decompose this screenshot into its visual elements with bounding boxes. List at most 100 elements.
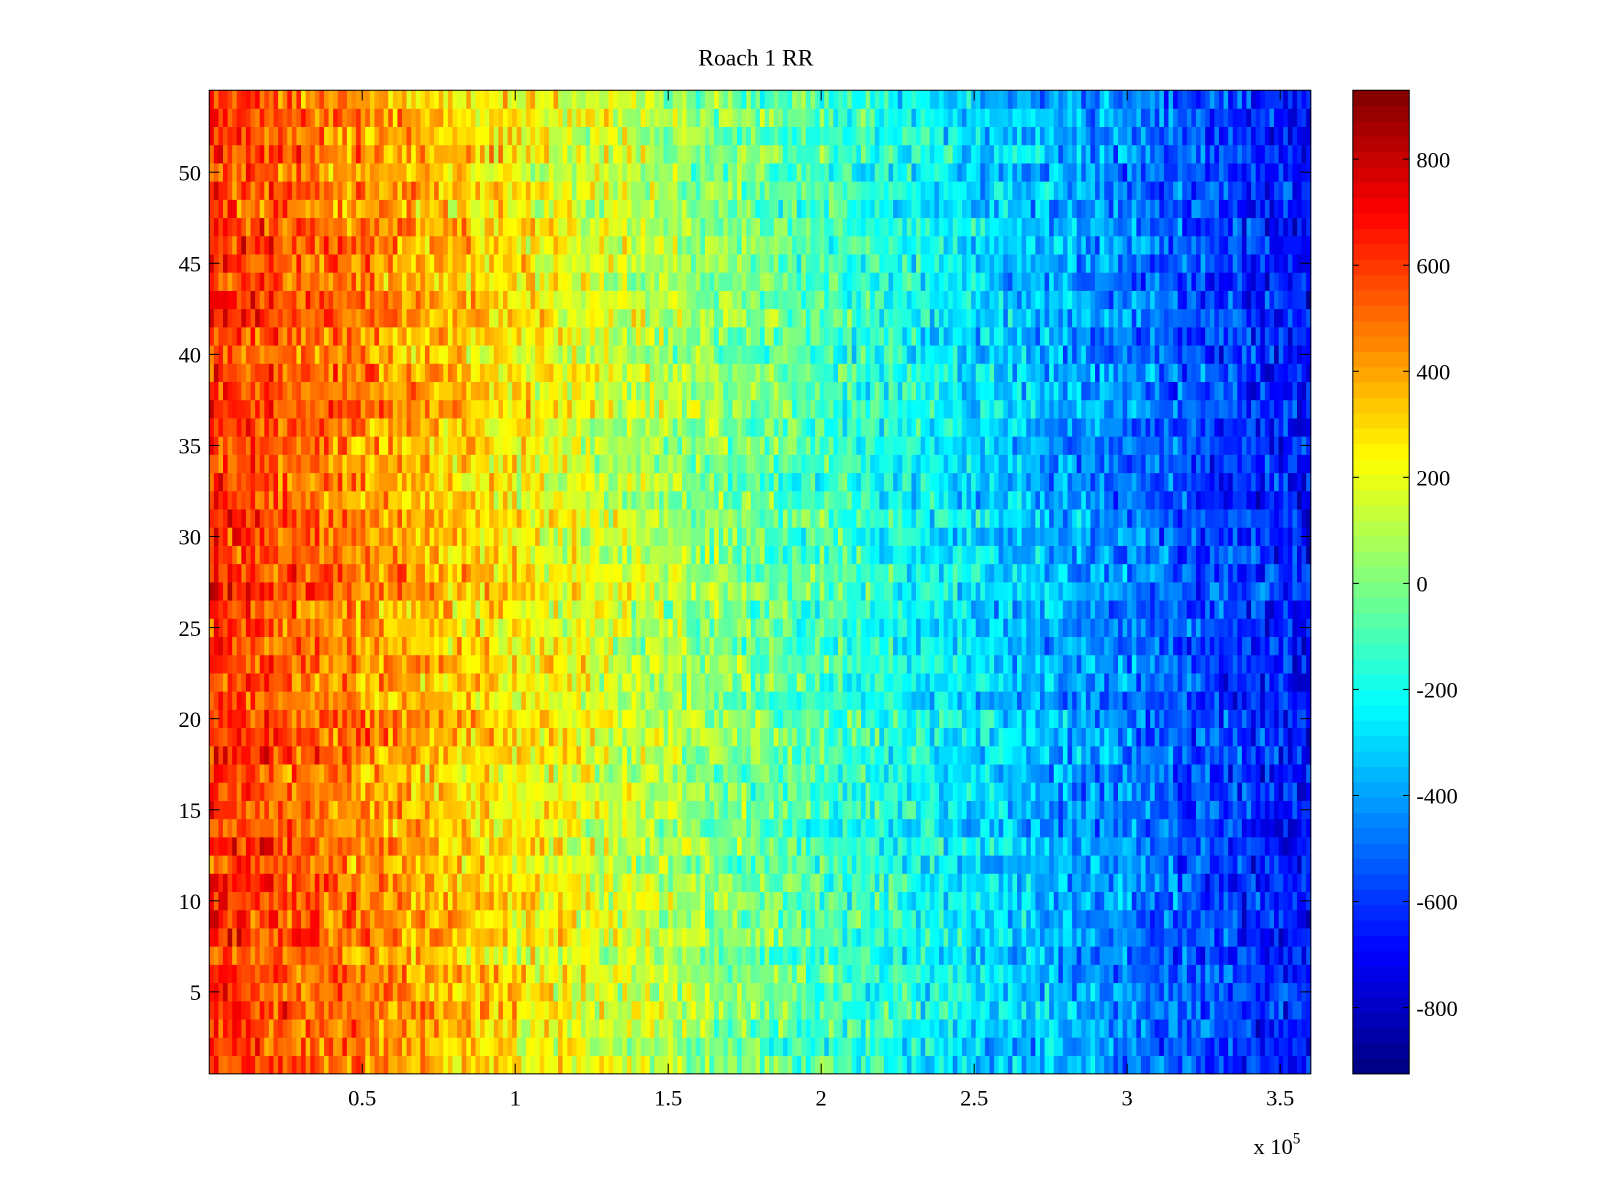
heatmap-cell <box>250 1019 256 1038</box>
heatmap-cell <box>603 800 609 820</box>
heatmap-cell <box>333 891 339 911</box>
heatmap-cell <box>911 1055 917 1075</box>
heatmap-cell <box>654 764 660 783</box>
heatmap-cell <box>916 727 922 747</box>
heatmap-cell <box>1186 1055 1192 1075</box>
heatmap-cell <box>984 1000 990 1020</box>
heatmap-cell <box>323 1000 329 1020</box>
heatmap-cell <box>787 800 793 820</box>
heatmap-cell <box>259 782 265 801</box>
heatmap-cell <box>1099 909 1105 929</box>
heatmap-cell <box>415 764 421 783</box>
heatmap-cell <box>278 800 284 820</box>
heatmap-cell <box>525 818 531 838</box>
heatmap-cell <box>1269 800 1275 820</box>
heatmap-cell <box>1062 745 1068 765</box>
heatmap-cell <box>851 1037 857 1056</box>
heatmap-cell <box>1062 727 1068 747</box>
heatmap-cell <box>613 727 619 747</box>
heatmap-cell <box>842 800 848 820</box>
heatmap-cell <box>1044 818 1050 838</box>
heatmap-cell <box>1296 873 1302 893</box>
heatmap-cell <box>397 837 403 856</box>
heatmap-cell <box>530 782 536 801</box>
heatmap-cell <box>498 873 504 893</box>
heatmap-cell <box>801 818 807 838</box>
heatmap-cell <box>1136 837 1142 856</box>
heatmap-cell <box>1177 1019 1183 1038</box>
heatmap-cell <box>553 691 559 710</box>
heatmap-cell <box>998 964 1004 984</box>
heatmap-cell <box>750 709 756 729</box>
heatmap-cell <box>516 782 522 801</box>
heatmap-cell <box>585 873 591 893</box>
heatmap-cell <box>897 982 903 1002</box>
heatmap-cell <box>209 1055 215 1075</box>
heatmap-cell <box>1232 1055 1238 1075</box>
heatmap-cell <box>470 1055 476 1075</box>
heatmap-cell <box>580 709 586 729</box>
heatmap-cell <box>870 764 876 783</box>
heatmap-cell <box>516 928 522 947</box>
heatmap-cell <box>1163 1055 1169 1075</box>
heatmap-cell <box>1196 837 1202 856</box>
heatmap-cell <box>815 709 821 729</box>
heatmap-cell <box>787 1000 793 1020</box>
heatmap-cell <box>704 800 710 820</box>
heatmap-cell <box>1053 782 1059 801</box>
heatmap-cell <box>447 928 453 947</box>
heatmap-cell <box>1131 1019 1137 1038</box>
heatmap-cell <box>681 982 687 1002</box>
heatmap-cell <box>920 782 926 801</box>
heatmap-cell <box>750 964 756 984</box>
heatmap-cell <box>296 946 302 965</box>
heatmap-cell <box>397 946 403 965</box>
heatmap-cell <box>943 855 949 874</box>
heatmap-cell <box>278 764 284 783</box>
heatmap-cell <box>1104 873 1110 893</box>
heatmap-cell <box>929 1000 935 1020</box>
heatmap-cell <box>1099 691 1105 710</box>
heatmap-cell <box>360 1055 366 1075</box>
heatmap-cell <box>824 745 830 765</box>
heatmap-cell <box>865 727 871 747</box>
heatmap-cell <box>1035 873 1041 893</box>
heatmap-cell <box>906 964 912 984</box>
heatmap-cell <box>801 782 807 801</box>
heatmap-cell <box>1228 727 1234 747</box>
heatmap-cell <box>723 709 729 729</box>
heatmap-cell <box>732 1000 738 1020</box>
heatmap-cell <box>764 782 770 801</box>
heatmap-cell <box>851 818 857 838</box>
heatmap-cell <box>1044 946 1050 965</box>
heatmap-cell <box>1292 727 1298 747</box>
heatmap-cell <box>232 909 238 929</box>
heatmap-cell <box>480 837 486 856</box>
heatmap-cell <box>640 764 646 783</box>
heatmap-cell <box>1108 709 1114 729</box>
heatmap-cell <box>1278 727 1284 747</box>
heatmap-cell <box>709 873 715 893</box>
heatmap-cell <box>750 837 756 856</box>
heatmap-cell <box>860 745 866 765</box>
heatmap-cell <box>328 709 334 729</box>
heatmap-cell <box>475 1000 481 1020</box>
heatmap-cell <box>255 764 261 783</box>
heatmap-cell <box>1218 909 1224 929</box>
heatmap-cell <box>287 982 293 1002</box>
heatmap-cell <box>796 1000 802 1020</box>
heatmap-cell <box>227 818 233 838</box>
heatmap-cell <box>819 782 825 801</box>
heatmap-cell <box>603 1037 609 1056</box>
heatmap-cell <box>268 928 274 947</box>
heatmap-cell <box>760 909 766 929</box>
heatmap-cell <box>1306 855 1312 874</box>
heatmap-cell <box>773 818 779 838</box>
heatmap-cell <box>562 946 568 965</box>
heatmap-cell <box>1085 727 1091 747</box>
heatmap-cell <box>424 928 430 947</box>
heatmap-cell <box>833 800 839 820</box>
heatmap-cell <box>943 800 949 820</box>
heatmap-cell <box>746 745 752 765</box>
heatmap-cell <box>851 709 857 729</box>
